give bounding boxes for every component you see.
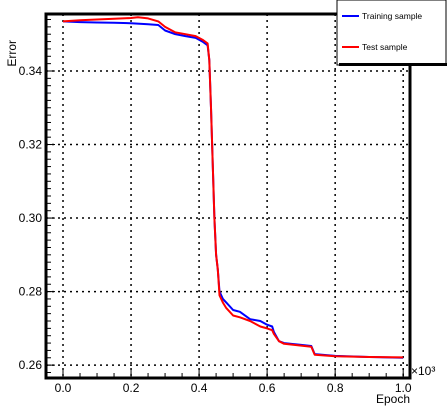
- y-axis-label: Error: [5, 40, 19, 67]
- series-line-1: [62, 16, 404, 359]
- y-tick-label: 0.34: [19, 64, 43, 78]
- x-tick-label: 0.4: [191, 381, 208, 395]
- x-axis-label: Epoch: [376, 392, 410, 406]
- legend-label-training: Training sample: [362, 11, 422, 21]
- y-tick-label: 0.32: [19, 138, 43, 152]
- series-layer: [62, 16, 404, 359]
- legend-shadow-bottom: [339, 63, 447, 66]
- legend-label-test: Test sample: [362, 42, 408, 52]
- x-tick-label: 1.0: [395, 381, 412, 395]
- x-tick-label: 0.8: [327, 381, 344, 395]
- y-tick-label: 0.28: [19, 285, 43, 299]
- x-multiplier-label: ×10³: [411, 364, 435, 378]
- grid: [46, 14, 410, 378]
- tick-labels: 0.0 0.2 0.4 0.6 0.8 1.0 0.26 0.28 0.30 0.32 0.34: [19, 64, 412, 395]
- x-tick-label: 0.6: [259, 381, 276, 395]
- legend-box: [336, 0, 447, 66]
- legend: Training sample Test sample: [336, 0, 447, 66]
- x-tick-label: 0.0: [55, 381, 72, 395]
- y-tick-label: 0.26: [19, 358, 43, 372]
- x-tick-label: 0.2: [123, 381, 140, 395]
- ticks: [46, 19, 404, 378]
- y-tick-label: 0.30: [19, 211, 43, 225]
